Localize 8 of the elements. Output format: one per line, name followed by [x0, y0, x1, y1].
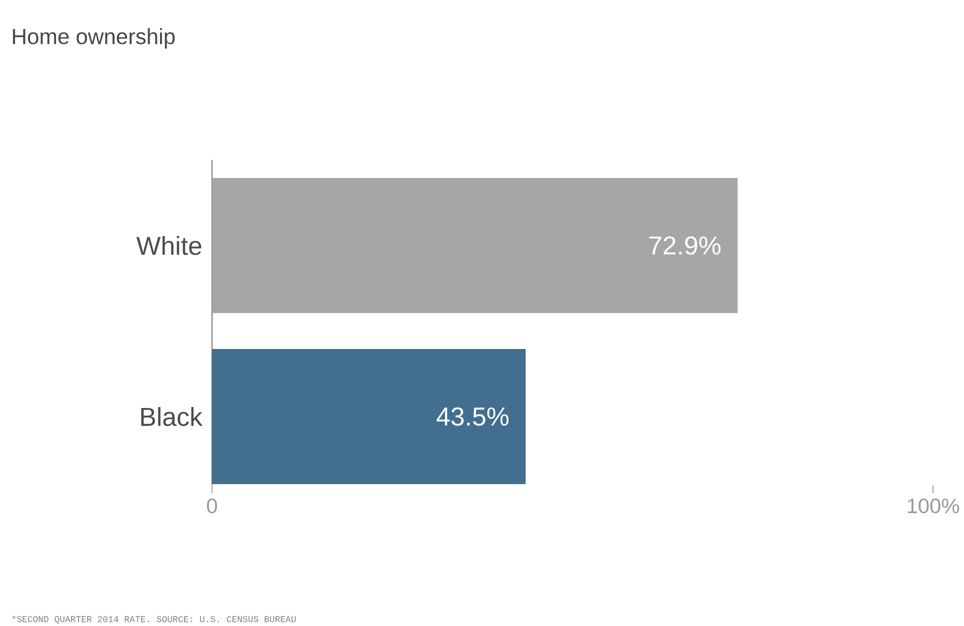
y-tick-label: Black	[141, 407, 203, 426]
data-label: 43.5%	[436, 407, 509, 426]
data-label: 72.9%	[649, 236, 720, 255]
x-tick-label: 100%	[908, 498, 960, 514]
chart-title: Home ownership	[13, 28, 175, 49]
x-tick-label: 0	[207, 498, 218, 514]
text: *SECOND QUARTER 2014 RATE. SOURCE: U.S. CENSUS BUREAU	[12, 616, 296, 624]
y-tick-label: White	[136, 236, 202, 256]
